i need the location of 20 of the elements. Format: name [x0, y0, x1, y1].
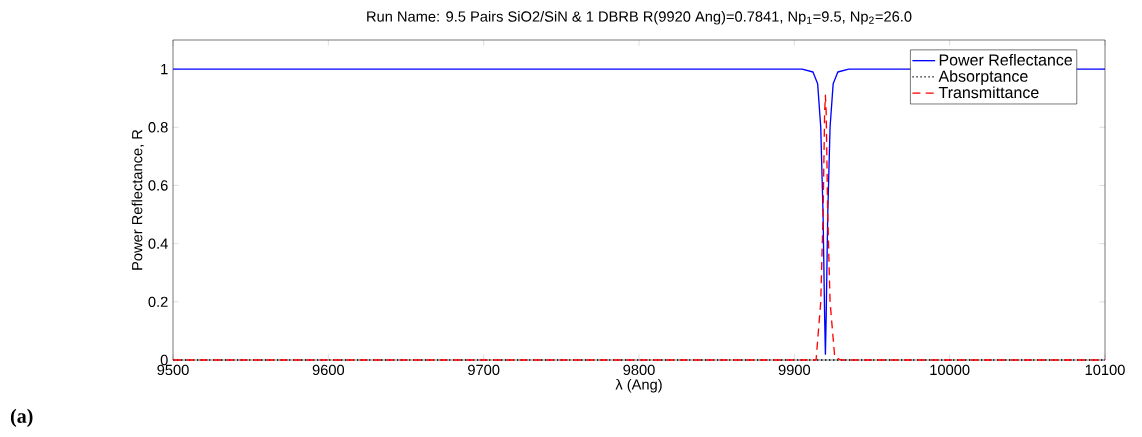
legend-label: Transmittance — [938, 86, 1039, 99]
legend-label: Absorptance — [938, 70, 1028, 86]
y-tick-label: 0.8 — [148, 122, 168, 133]
y-tick-label: 0.4 — [148, 238, 168, 249]
y-axis-title: Power Reflectance, R — [131, 129, 145, 270]
y-tick-label: 0.6 — [148, 180, 168, 191]
x-tick-label: 10000 — [930, 364, 970, 376]
y-tick-label: 1 — [161, 64, 168, 75]
text: (a) — [10, 408, 33, 427]
y-tick-label: 0 — [160, 354, 168, 366]
x-axis-title: λ (Ang) — [615, 378, 662, 393]
chart-title: Run Name: 9.5 Pairs SiO2/SiN & 1 DBRB R(9920 Ang)=0.7841, Np$_{1}$=9.5, Np$_{2}$=26.0 — [367, 10, 912, 25]
legend-label: Power Reflectance — [939, 53, 1073, 66]
x-tick-label: 9600 — [312, 364, 345, 376]
y-tick-label: 0.2 — [148, 296, 168, 308]
x-tick-label: 9500 — [157, 364, 189, 376]
x-tick-label: 10100 — [1085, 364, 1125, 376]
x-tick-label: 9700 — [468, 364, 500, 376]
x-tick-label: 9900 — [778, 364, 811, 376]
x-tick-label: 9800 — [623, 364, 655, 376]
